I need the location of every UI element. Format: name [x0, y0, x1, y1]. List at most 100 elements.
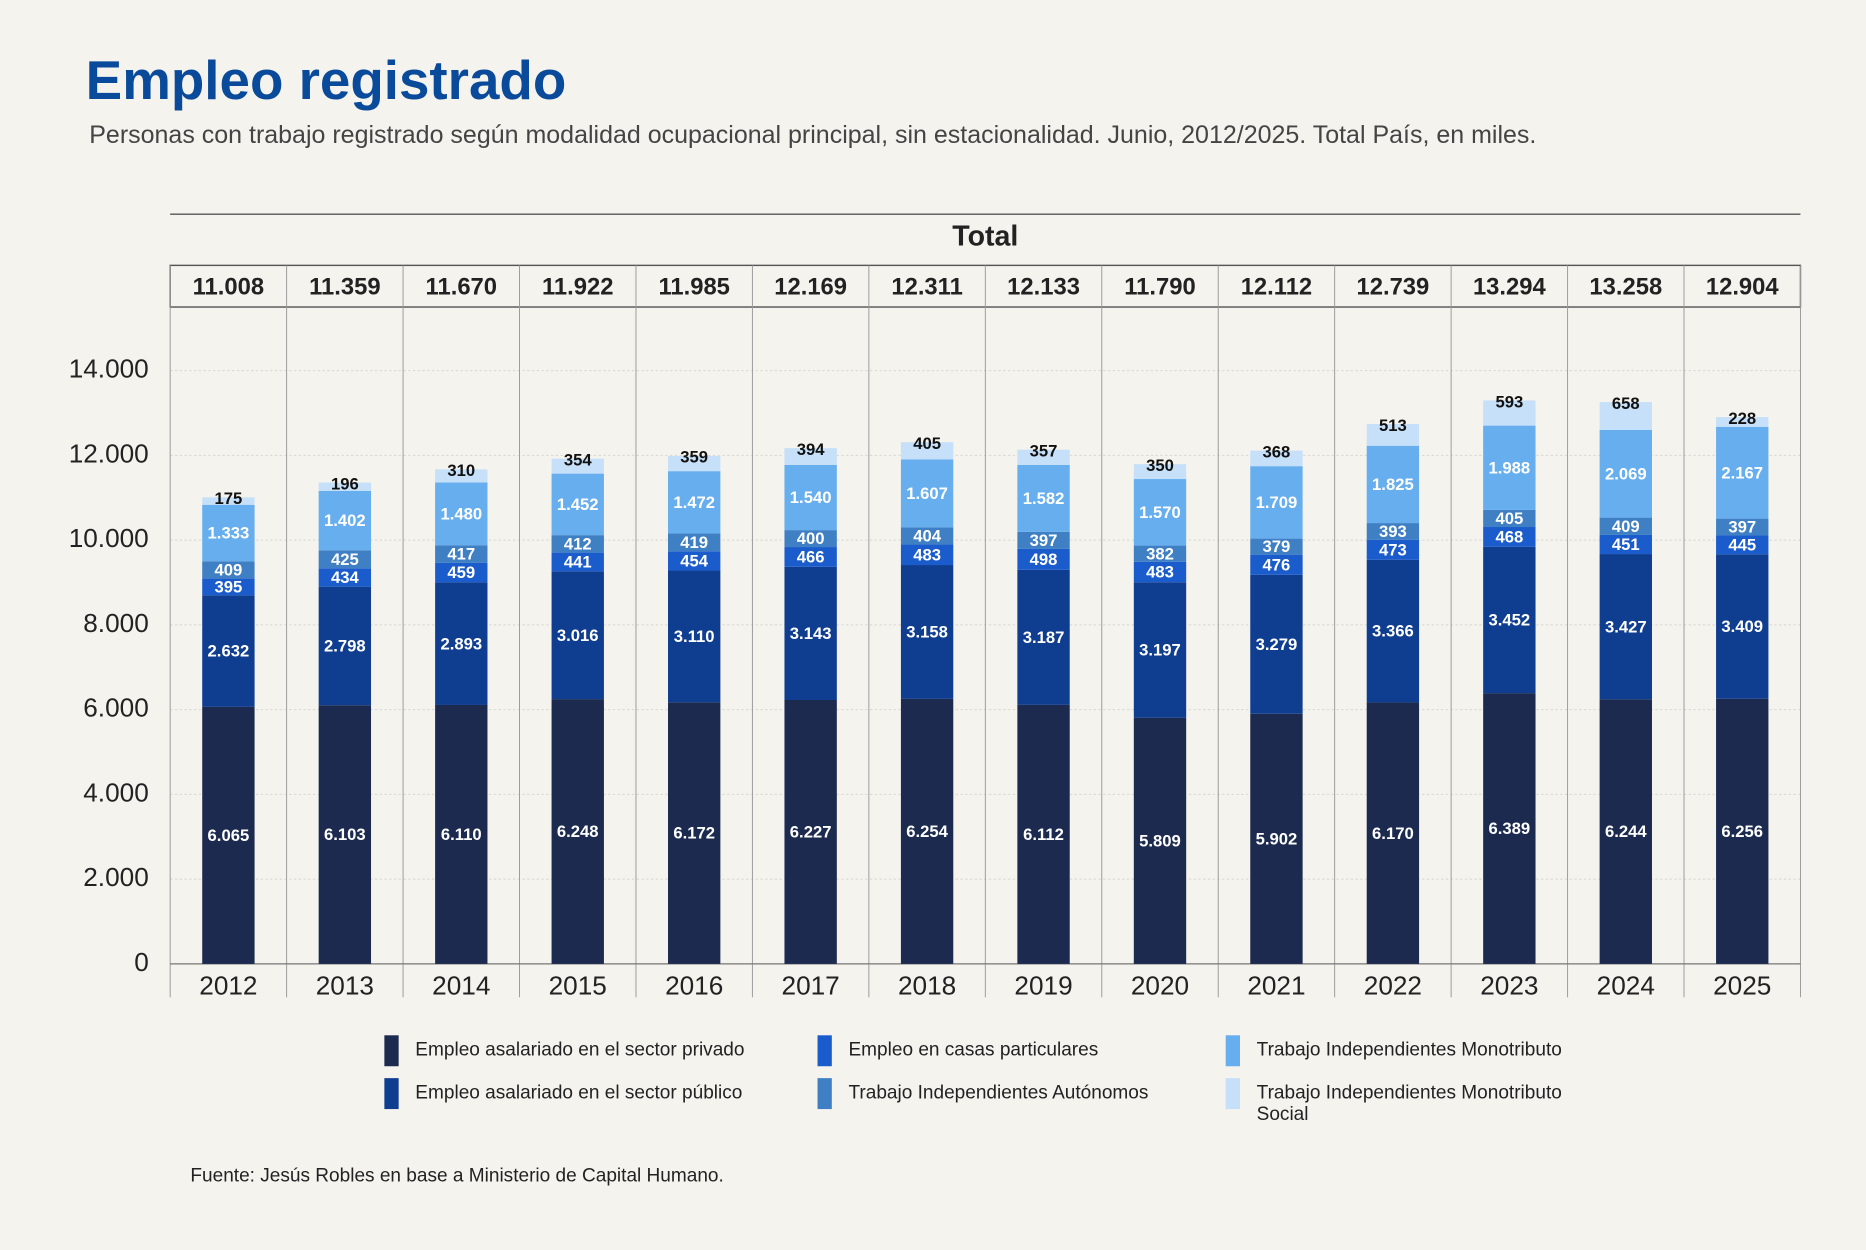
bar-value-label: 6.254: [906, 822, 948, 841]
x-tick-label: 2013: [316, 971, 374, 1001]
bar-value-label: 1.825: [1372, 475, 1414, 494]
bar-segment: [784, 464, 837, 531]
bar-value-label: 6.244: [1605, 822, 1647, 841]
x-tick-label: 2019: [1014, 971, 1072, 1001]
bar-value-label: 1.570: [1139, 503, 1181, 522]
bar-value-label: 3.143: [790, 624, 832, 643]
y-tick-label: 14.000: [69, 354, 149, 384]
y-tick-label: 10.000: [69, 523, 149, 553]
bar-value-label: 1.540: [790, 488, 832, 507]
bar-segment: [1133, 479, 1187, 546]
bar-value-label: 425: [331, 550, 359, 569]
bar-segment: [1716, 535, 1769, 555]
bar-value-label: 175: [214, 489, 242, 508]
bar-segment: [1716, 518, 1769, 536]
bar-segment: [668, 570, 721, 703]
bar-segment: [551, 458, 604, 474]
bar-segment: [668, 702, 721, 964]
bar-value-label: 394: [797, 440, 826, 459]
bar-segment: [1366, 445, 1420, 524]
x-tick-label: 2018: [898, 971, 956, 1001]
bar-value-label: 379: [1263, 537, 1291, 556]
bar-value-label: 6.248: [557, 822, 599, 841]
bar-segment: [900, 442, 954, 460]
bar-segment: [668, 551, 721, 571]
bar-segment: [551, 473, 604, 536]
bar-segment: [1133, 464, 1187, 480]
bar-value-label: 405: [1495, 509, 1523, 528]
bar-segment: [900, 565, 954, 699]
bar-segment: [1017, 531, 1070, 549]
bar-segment: [1250, 538, 1303, 555]
bar-segment: [202, 595, 255, 707]
y-tick-label: 12.000: [69, 438, 149, 468]
y-tick-label: 2.000: [83, 862, 149, 892]
bar-value-label: 451: [1612, 535, 1640, 554]
bar-segment: [1366, 539, 1420, 560]
bar-value-label: 6.110: [441, 825, 482, 844]
bar-segment: [1250, 450, 1303, 467]
total-value: 12.169: [774, 273, 847, 300]
bar-segment: [784, 566, 837, 701]
bar-segment: [1599, 554, 1652, 700]
bar-segment: [1716, 698, 1769, 964]
bar-segment: [784, 700, 837, 964]
legend-swatch: [1225, 1035, 1240, 1067]
bar-segment: [1483, 425, 1536, 510]
legend-label: Empleo asalariado en el sector público: [415, 1082, 743, 1104]
bar-segment: [900, 459, 954, 528]
bar-value-label: 419: [680, 533, 708, 552]
legend-item: Trabajo Independientes Monotributo: [1225, 1035, 1562, 1067]
bar-value-label: 459: [447, 563, 475, 582]
legend-swatch: [1225, 1078, 1240, 1110]
bar-segment: [1250, 466, 1303, 539]
bar-segment: [784, 547, 837, 567]
bar-segment: [318, 586, 372, 706]
bar-segment: [435, 482, 488, 546]
bar-segment: [1599, 517, 1652, 535]
x-tick-label: 2020: [1131, 971, 1189, 1001]
bar-value-label: 434: [331, 568, 360, 587]
total-value: 12.739: [1356, 273, 1429, 300]
bar-value-label: 397: [1728, 518, 1756, 537]
bar-value-label: 6.112: [1023, 825, 1064, 844]
bar-value-label: 5.902: [1256, 829, 1298, 848]
bar-segment: [435, 704, 488, 964]
bar-value-label: 3.197: [1139, 641, 1181, 660]
bar-segment: [668, 533, 721, 552]
bar-segment: [1017, 464, 1070, 532]
bar-value-label: 409: [1612, 517, 1640, 536]
bar-value-label: 1.452: [557, 495, 599, 514]
bar-value-label: 404: [913, 527, 942, 546]
total-value: 12.112: [1241, 273, 1312, 300]
bar-value-label: 368: [1263, 442, 1291, 461]
bar-segment: [900, 698, 954, 964]
bar-segment: [202, 706, 255, 964]
bar-segment: [900, 527, 954, 545]
bar-segment: [1599, 402, 1652, 430]
bar-segment: [900, 544, 954, 566]
bar-segment: [1017, 548, 1070, 570]
bar-segment: [1599, 699, 1652, 964]
bar-value-label: 409: [214, 561, 242, 580]
bar-segment: [551, 535, 604, 553]
bar-value-label: 2.798: [324, 637, 366, 656]
bar-segment: [1366, 423, 1420, 446]
bar-value-label: 1.480: [440, 504, 482, 523]
total-value: 13.294: [1473, 273, 1547, 300]
bar-segment: [784, 448, 837, 465]
legend-swatch: [384, 1035, 399, 1067]
bar-value-label: 3.016: [557, 626, 599, 645]
bar-segment: [318, 550, 372, 569]
bar-segment: [318, 705, 372, 964]
bar-segment: [1716, 417, 1769, 427]
bar-value-label: 3.366: [1372, 622, 1414, 641]
legend-label: Trabajo Independientes Monotributo Socia…: [1256, 1082, 1562, 1125]
bar-value-label: 357: [1030, 441, 1058, 460]
bar-segment: [435, 469, 488, 483]
bar-segment: [1250, 713, 1303, 964]
total-value: 11.008: [193, 273, 264, 300]
bar-segment: [784, 530, 837, 548]
bar-value-label: 395: [214, 578, 242, 597]
bar-value-label: 6.256: [1721, 822, 1763, 841]
